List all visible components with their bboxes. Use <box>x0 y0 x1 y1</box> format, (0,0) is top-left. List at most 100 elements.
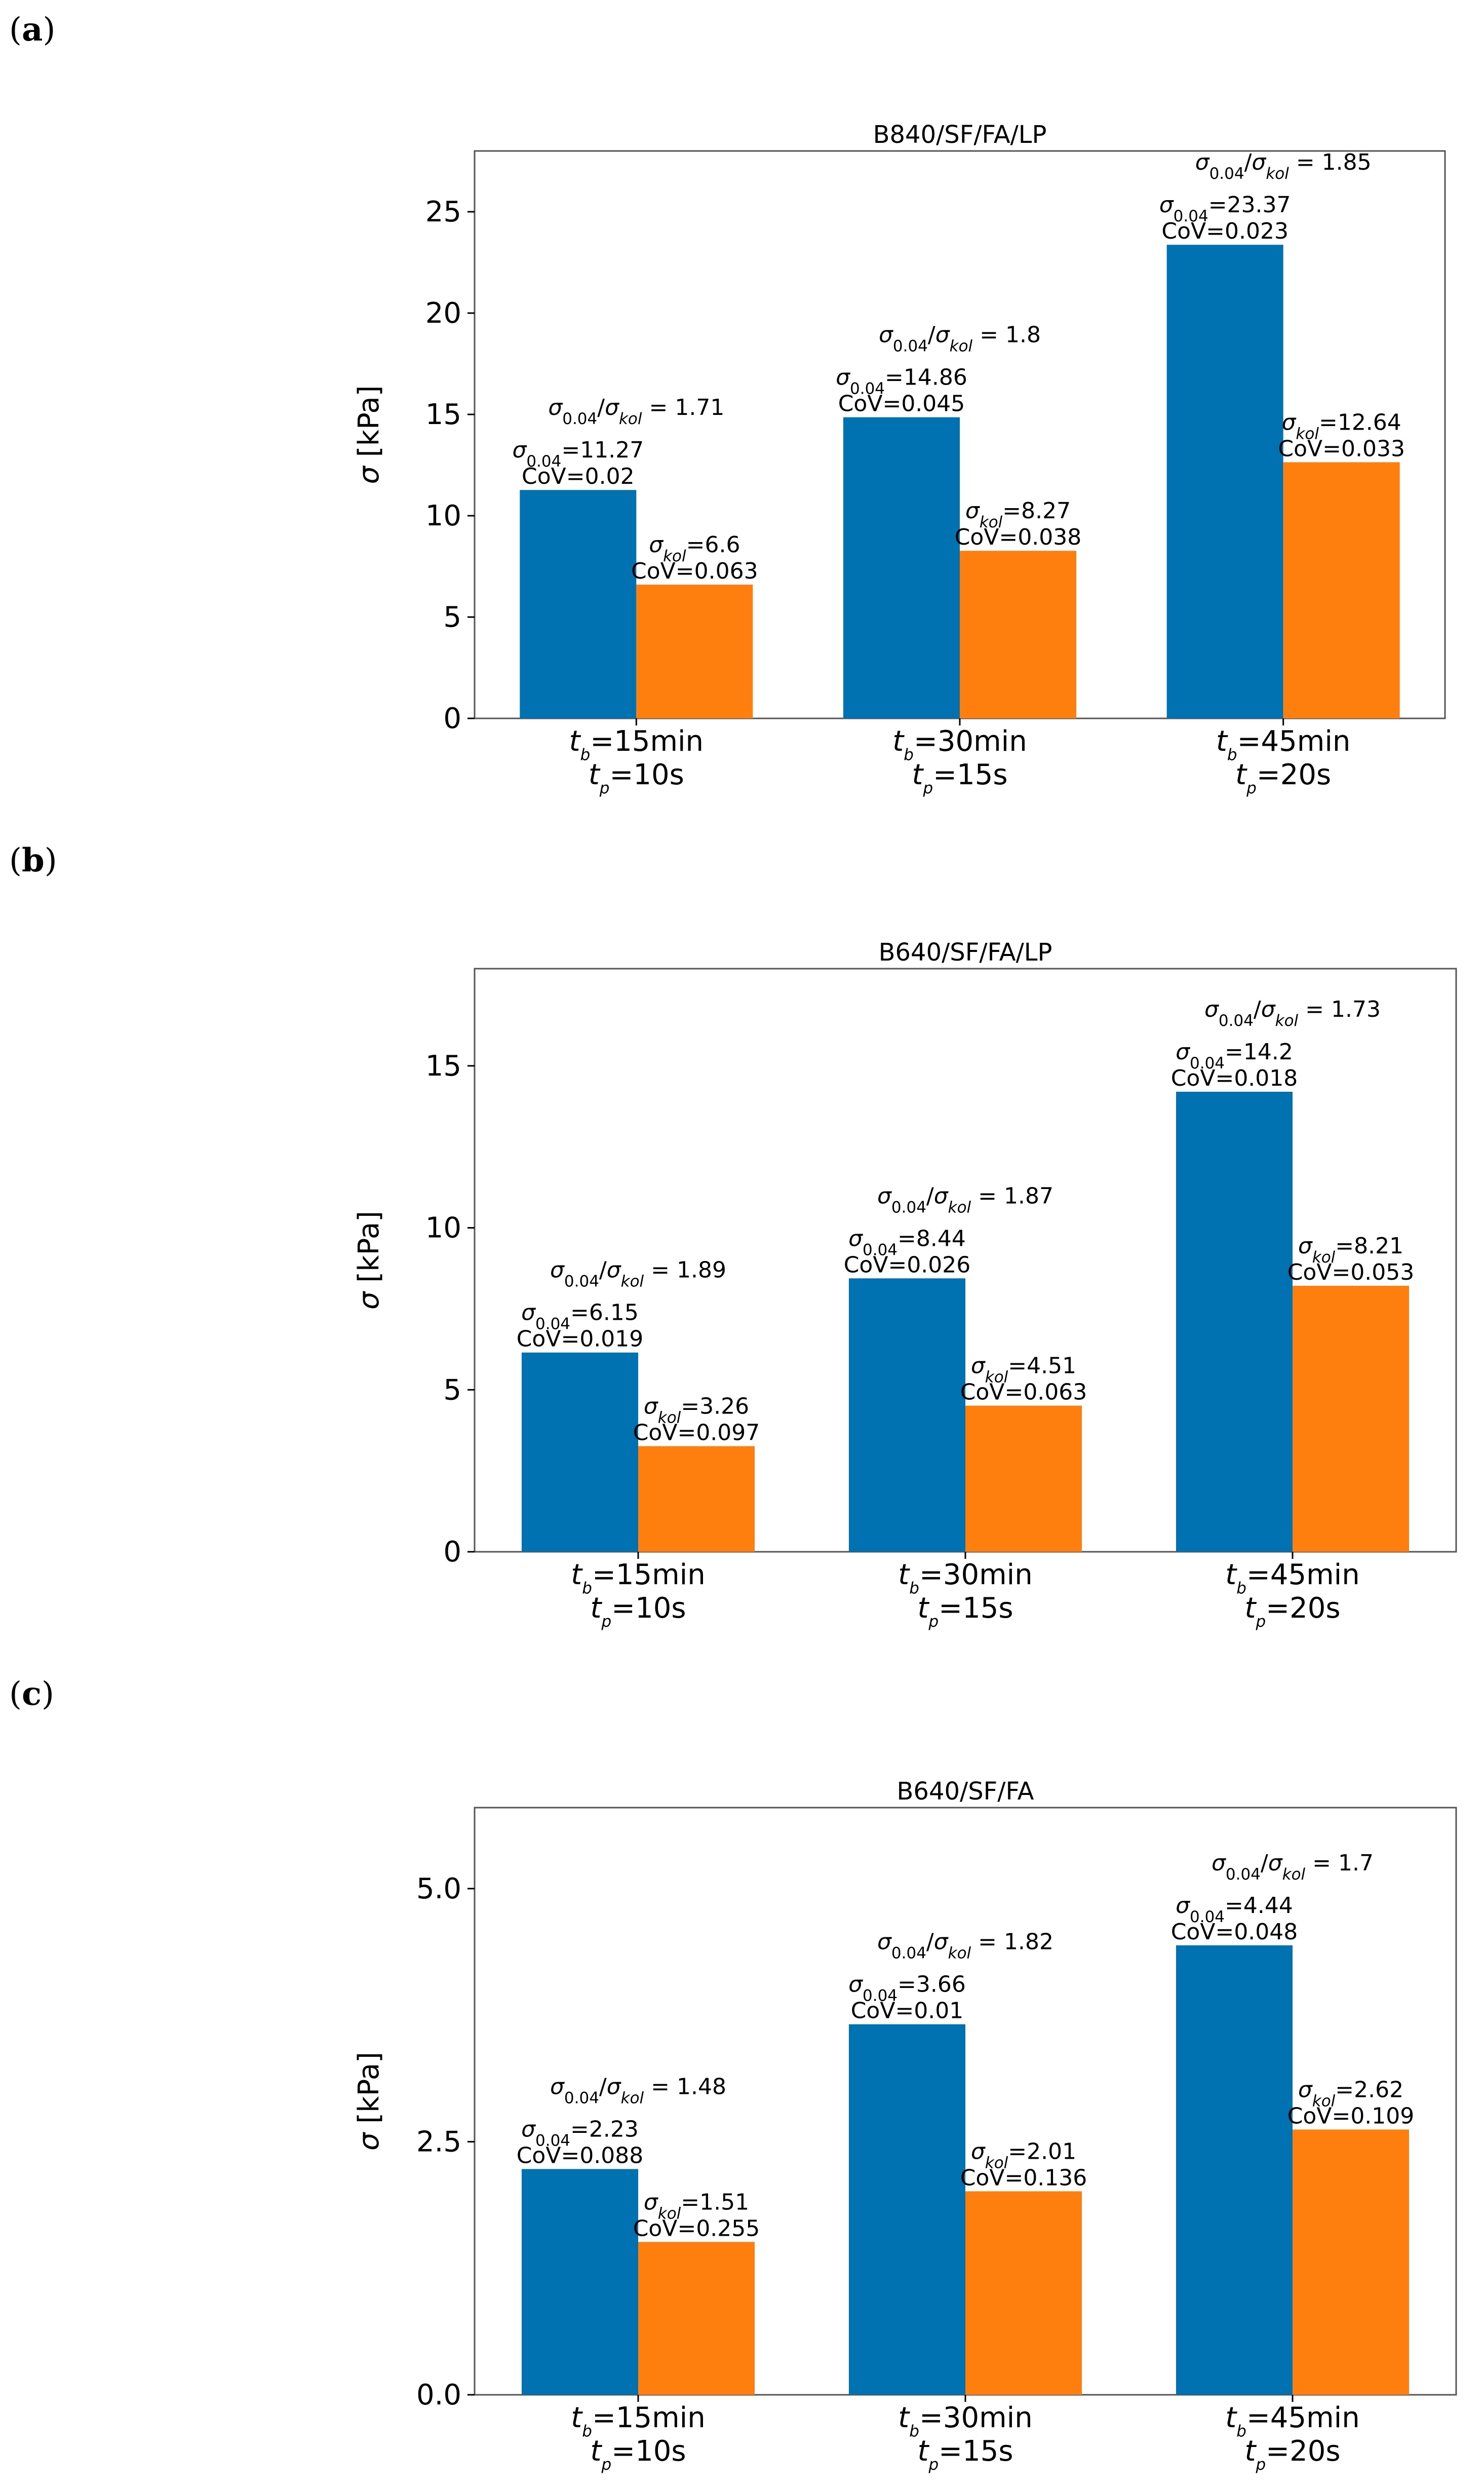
x-tick-label: tb=45min <box>1225 1558 1359 1597</box>
cov-label: CoV=0.088 <box>517 2142 644 2168</box>
bar-sigma-kol <box>960 551 1076 718</box>
chart-panel-1: (a) B840/SF/FA/LP 0 5 10 15 20 25 σ [kPa] CoV=0.0… <box>9 11 1446 797</box>
cov-label: CoV=0.063 <box>631 558 758 584</box>
value-label: σ0.04=6.15 <box>521 1300 639 1333</box>
x-tick-label: tp=10s <box>589 758 684 797</box>
y-tick-label: 25 <box>425 196 461 228</box>
ratio-label: σ0.04/σkol = 1.85 <box>1195 149 1372 183</box>
bar-sigma-kol <box>638 1446 755 1552</box>
cov-label: CoV=0.033 <box>1278 436 1405 462</box>
cov-label: CoV=0.01 <box>851 1998 964 2024</box>
bar-sigma-kol <box>636 585 753 718</box>
y-axis-label: σ [kPa] <box>353 2052 385 2151</box>
bar-sigma-kol <box>1293 2129 1409 2395</box>
y-axis-label: σ [kPa] <box>353 1211 385 1310</box>
y-tick-label: 15 <box>425 398 461 431</box>
ratio-label: σ0.04/σkol = 1.8 <box>879 322 1041 356</box>
ratio-label: σ0.04/σkol = 1.89 <box>550 1257 726 1291</box>
x-tick-label: tb=45min <box>1225 2401 1359 2440</box>
value-label: σkol=2.01 <box>971 2138 1076 2172</box>
panel-label: (a) <box>9 11 55 49</box>
value-label: σkol=4.51 <box>971 1353 1076 1387</box>
ratio-label: σ0.04/σkol = 1.71 <box>548 395 724 428</box>
x-tick-label: tb=15min <box>571 2401 705 2440</box>
bar-sigma004 <box>1176 1945 1293 2395</box>
value-label: σkol=3.26 <box>644 1394 749 1427</box>
x-tick-label: tb=30min <box>898 2401 1032 2440</box>
x-tick-label: tp=15s <box>917 1592 1013 1631</box>
y-tick-label: 2.5 <box>416 2125 461 2158</box>
cov-label: CoV=0.053 <box>1287 1259 1415 1285</box>
x-tick-label: tp=20s <box>1244 2435 1340 2474</box>
ratio-label: σ0.04/σkol = 1.87 <box>877 1183 1053 1216</box>
x-tick-label: tp=20s <box>1235 758 1331 797</box>
y-axis-label: σ [kPa] <box>353 386 385 484</box>
cov-label: CoV=0.019 <box>517 1326 644 1352</box>
bar-sigma-kol <box>1293 1286 1409 1552</box>
panel-label: (b) <box>9 841 57 879</box>
value-label: σ0.04=14.2 <box>1176 1039 1293 1073</box>
bar-sigma-kol <box>965 1405 1082 1552</box>
panel-label: (c) <box>9 1675 54 1713</box>
value-label: σ0.04=2.23 <box>521 2116 639 2150</box>
cov-label: CoV=0.018 <box>1171 1065 1298 1091</box>
value-label: σkol=8.27 <box>965 498 1071 531</box>
chart-panel-3: (c)B640/SF/FA0.02.55.0σ [kPa]CoV=0.088σ0… <box>9 1675 1457 2474</box>
bar-sigma004 <box>1176 1091 1293 1552</box>
value-label: σkol=12.64 <box>1282 409 1401 443</box>
bar-sigma004 <box>1166 245 1283 718</box>
chart-title: B640/SF/FA/LP <box>879 938 1052 967</box>
cov-label: CoV=0.109 <box>1287 2103 1415 2129</box>
y-tick-label: 5 <box>443 1373 461 1406</box>
value-label: σ0.04=3.66 <box>848 1972 966 2005</box>
chart-title: B840/SF/FA/LP <box>873 121 1047 149</box>
bar-sigma004 <box>522 2169 638 2395</box>
x-tick-label: tp=20s <box>1244 1592 1340 1631</box>
cov-label: CoV=0.02 <box>522 464 635 489</box>
cov-label: CoV=0.023 <box>1161 218 1288 244</box>
bar-sigma-kol <box>638 2242 755 2395</box>
cov-label: CoV=0.136 <box>960 2165 1087 2191</box>
value-label: σkol=6.6 <box>649 532 740 565</box>
x-tick-label: tp=10s <box>590 1592 686 1631</box>
x-tick-label: tb=30min <box>898 1558 1032 1597</box>
ratio-label: σ0.04/σkol = 1.7 <box>1212 1850 1374 1884</box>
bar-sigma004 <box>849 2024 965 2395</box>
x-tick-label: tp=15s <box>917 2435 1013 2474</box>
y-tick-label: 0 <box>443 1536 461 1568</box>
ratio-label: σ0.04/σkol = 1.82 <box>877 1929 1053 1963</box>
cov-label: CoV=0.045 <box>838 391 965 417</box>
value-label: σkol=1.51 <box>644 2189 749 2223</box>
bar-sigma004 <box>522 1352 638 1552</box>
cov-label: CoV=0.255 <box>633 2215 760 2241</box>
bar-sigma-kol <box>1283 462 1400 718</box>
chart-title: B640/SF/FA <box>896 1777 1034 1806</box>
y-tick-label: 10 <box>425 500 461 532</box>
ratio-label: σ0.04/σkol = 1.48 <box>550 2074 726 2107</box>
cov-label: CoV=0.026 <box>844 1252 971 1278</box>
y-tick-label: 5 <box>443 601 461 634</box>
value-label: σ0.04=4.44 <box>1176 1893 1293 1926</box>
x-tick-label: tb=45min <box>1216 725 1350 764</box>
x-tick-label: tb=15min <box>569 725 704 764</box>
y-tick-label: 5.0 <box>416 1872 461 1905</box>
ratio-label: σ0.04/σkol = 1.73 <box>1204 997 1381 1030</box>
bar-sigma004 <box>520 490 637 718</box>
x-tick-label: tp=15s <box>912 758 1007 797</box>
bar-sigma004 <box>843 417 960 718</box>
cov-label: CoV=0.038 <box>955 524 1082 550</box>
bar-sigma-kol <box>965 2191 1082 2395</box>
value-label: σkol=2.62 <box>1298 2077 1403 2110</box>
x-tick-label: tp=10s <box>590 2435 686 2474</box>
value-label: σkol=8.21 <box>1298 1233 1403 1267</box>
value-label: σ0.04=8.44 <box>848 1226 966 1259</box>
y-tick-label: 0.0 <box>416 2379 461 2412</box>
cov-label: CoV=0.097 <box>633 1420 760 1446</box>
y-tick-label: 15 <box>425 1050 461 1083</box>
cov-label: CoV=0.063 <box>960 1380 1087 1405</box>
x-tick-label: tb=30min <box>892 725 1027 764</box>
value-label: σ0.04=11.27 <box>512 437 644 471</box>
y-tick-label: 0 <box>443 702 461 735</box>
